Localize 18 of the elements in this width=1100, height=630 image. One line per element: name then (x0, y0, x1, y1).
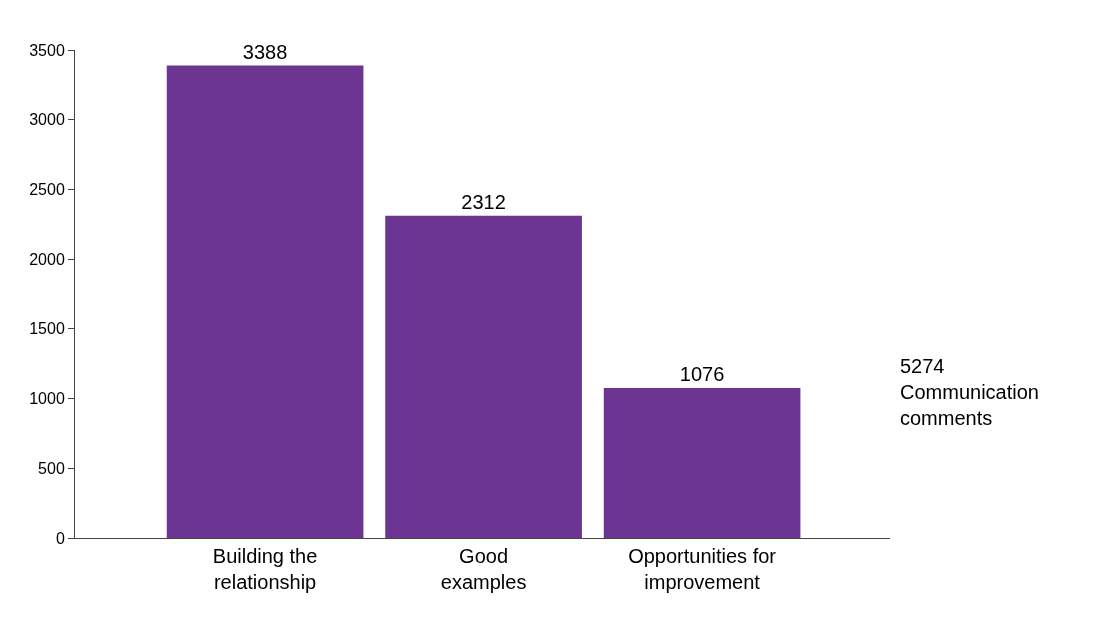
bar (603, 387, 801, 538)
x-tick-label: Opportunities for improvement (628, 545, 777, 593)
y-tick-label: 3000 (29, 111, 65, 129)
y-tick-label: 1000 (29, 390, 65, 408)
x-tick-label: Good examples (440, 545, 527, 593)
y-tick-label: 1500 (29, 320, 65, 338)
y-tick-label: 2000 (29, 250, 65, 268)
data-label: 2312 (461, 190, 506, 213)
y-tick-label: 0 (55, 529, 65, 547)
data-label: 3388 (242, 40, 288, 63)
y-tick-label: 500 (38, 459, 65, 477)
text: 5274 Communication comments (900, 355, 1039, 429)
data-label: 1076 (679, 362, 725, 385)
bar (166, 65, 364, 538)
y-tick-label: 3500 (29, 41, 65, 59)
x-tick-label: Building the relationship (212, 545, 318, 593)
bar (385, 215, 582, 538)
y-tick-label: 2500 (29, 181, 65, 199)
